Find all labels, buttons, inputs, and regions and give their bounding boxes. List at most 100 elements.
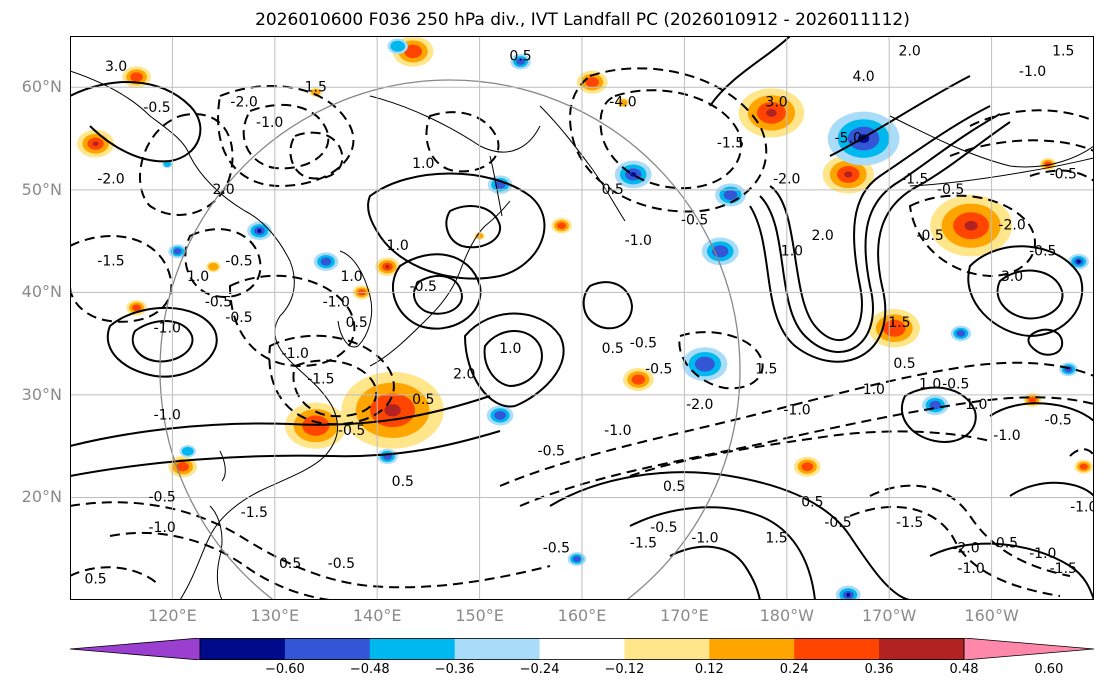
contour-solid: [629, 506, 816, 600]
positive-divergence-patch-level: [1079, 463, 1088, 470]
divergence-shading: [77, 36, 1093, 600]
contour-label: -0.5: [916, 228, 943, 244]
negative-divergence-patch-level: [257, 228, 262, 233]
contour-label: 0.5: [893, 356, 915, 372]
contour-label: 1.0: [919, 377, 941, 393]
negative-divergence-patch: [950, 325, 972, 342]
contour-label: -1.5: [307, 372, 334, 388]
contour-labels: 3.0 -0.5 -1.0 -2.0 1.5 0.5 -4.0 3.0 -1.5 4.0 2.0 -5…: [84, 43, 1094, 587]
contour-label: -1.0: [282, 346, 309, 362]
contour-label: -2.0: [230, 95, 257, 111]
contour-solid: [709, 36, 791, 107]
landfall-domain-circle: [159, 79, 741, 600]
contour-solid: [549, 471, 911, 600]
contour-solid: [829, 75, 971, 157]
positive-divergence-patch-level: [208, 262, 219, 271]
coastline-japan: [369, 200, 511, 367]
colorbar-tick-label: 0.24: [779, 662, 809, 677]
contour-label: -2.0: [97, 172, 124, 188]
contour-label: 4.0: [852, 69, 874, 85]
coastline-korea: [337, 250, 373, 348]
contour-label: 1.0: [863, 382, 885, 398]
colorbar-segment: [539, 638, 625, 660]
contour-dashed: [70, 235, 173, 323]
negative-divergence-patch-level: [723, 189, 738, 201]
contour-dashed: [849, 505, 1061, 597]
latitude-tick-label: 20°N: [21, 487, 62, 507]
contour-label: 1.5: [755, 361, 777, 377]
colorbar-segment: [624, 638, 710, 660]
contour-solid: [445, 205, 502, 249]
negative-divergence-patch: [835, 585, 861, 600]
negative-divergence-patch-level: [516, 58, 526, 66]
contour-label: 1.0: [965, 397, 987, 413]
coastline-philippines: [209, 505, 223, 600]
contour-solid: [996, 269, 1064, 320]
positive-divergence-patch-level: [384, 404, 401, 417]
contour-dashed: [499, 361, 1094, 487]
contour-label: -0.5: [225, 254, 252, 270]
colorbar-segment: [709, 638, 795, 660]
negative-divergence-patch: [510, 53, 531, 70]
contour-label: -0.5: [824, 515, 851, 531]
contour-dashed: [292, 359, 378, 418]
contour-label: 1.5: [1052, 43, 1074, 59]
contour-dashed: [1029, 169, 1094, 182]
longitude-tick-label: 140°E: [352, 606, 402, 625]
contour-solid: [769, 105, 991, 342]
negative-divergence-patch: [313, 252, 339, 271]
colorbar: [70, 638, 1094, 660]
contour-label: 0.5: [663, 479, 685, 495]
positive-divergence-patch-level: [585, 77, 599, 88]
contour-label: -0.5: [630, 336, 657, 352]
contour-label: -1.5: [896, 515, 923, 531]
contour-label: -1.5: [630, 536, 657, 552]
positive-divergence-patch-level: [618, 99, 628, 106]
contour-label: 3.0: [105, 59, 127, 75]
negative-divergence-patch: [1068, 253, 1089, 270]
contour-label: -5.0: [835, 131, 862, 147]
contour-label: -1.0: [154, 407, 181, 423]
longitude-tick-label: 160°W: [964, 606, 1019, 625]
positive-divergence-patch: [309, 87, 322, 98]
contour-label: 1.5: [765, 530, 787, 546]
contour-label: 0.5: [996, 536, 1018, 552]
negative-divergence-patch: [179, 445, 196, 458]
contour-dashed: [425, 111, 500, 173]
positive-divergence-patch-level: [130, 72, 143, 82]
contour-solid: [391, 253, 482, 330]
colorbar-tick-label: −0.24: [519, 662, 560, 677]
colorbar-segment: [454, 638, 541, 660]
latitude-tick-label: 60°N: [21, 77, 62, 97]
negative-divergence-patch-level: [630, 172, 637, 177]
colorbar-extend-low: [70, 638, 201, 660]
contour-label: -0.5: [143, 100, 170, 116]
contour-label: 1.0: [340, 269, 362, 285]
contour-label: 0.5: [84, 571, 106, 587]
negative-divergence-patch: [567, 552, 587, 566]
positive-divergence-patch: [793, 456, 821, 477]
colorbar-segment: [794, 638, 880, 660]
colorbar-tick-label: 0.36: [864, 662, 894, 677]
contour-label: -1.0: [1019, 64, 1046, 80]
contour-label: -0.5: [205, 295, 232, 311]
contour-label: 0.5: [392, 474, 414, 490]
negative-divergence-patch-level: [390, 40, 406, 52]
positive-divergence-patch-level: [844, 171, 853, 178]
map-canvas[interactable]: 3.0 -0.5 -1.0 -2.0 1.5 0.5 -4.0 3.0 -1.5 4.0 2.0 -5…: [70, 36, 1094, 600]
contour-label: -1.0: [993, 428, 1020, 444]
longitude-tick-label: 160°E: [557, 606, 607, 625]
negative-divergence-patch: [715, 183, 746, 207]
contour-label: -1.0: [1070, 500, 1094, 516]
map-panel[interactable]: 3.0 -0.5 -1.0 -2.0 1.5 0.5 -4.0 3.0 -1.5 4.0 2.0 -5…: [70, 36, 1094, 600]
contour-label: -0.5: [410, 279, 437, 295]
contour-dashed: [678, 331, 764, 390]
colorbar-segment: [284, 638, 371, 660]
contour-label: -0.5: [328, 556, 355, 572]
contour-label: 2.0: [453, 366, 475, 382]
contour-label: -1.5: [717, 136, 744, 152]
contour-label: -1.0: [323, 295, 350, 311]
contour-solid: [582, 281, 634, 330]
positive-divergence-patch-level: [311, 89, 321, 96]
contour-label: -4.0: [609, 95, 636, 111]
